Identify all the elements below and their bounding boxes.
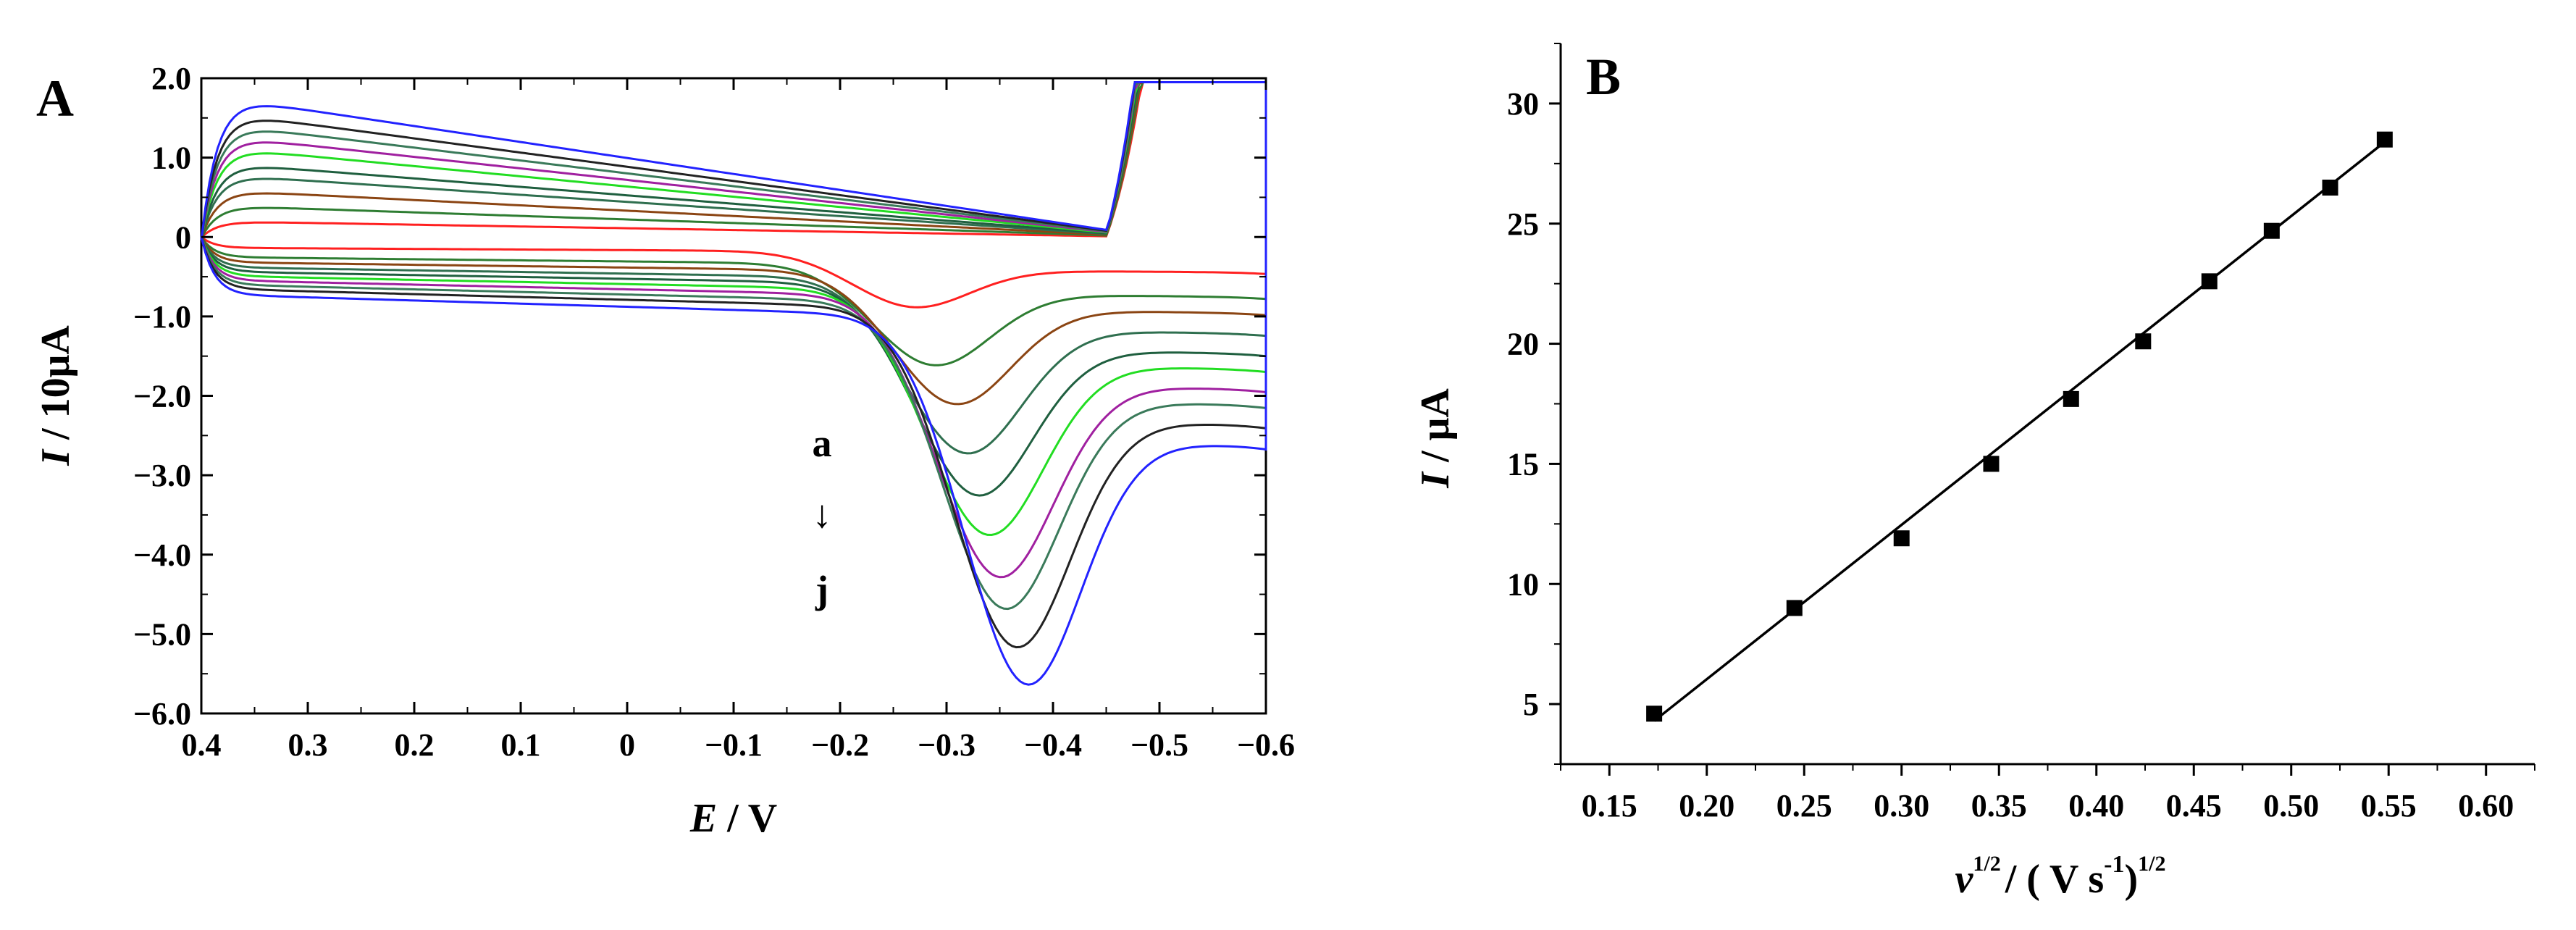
panel-b-y-ticks: 5 10 15 20 25 30 xyxy=(1507,43,1561,765)
annotation-a: a xyxy=(813,422,832,465)
a-x-tick-label: −0.6 xyxy=(1237,727,1295,763)
cv-curve-d xyxy=(200,81,1267,455)
data-point xyxy=(1983,456,2000,472)
b-x-tick-label: 0.40 xyxy=(2068,788,2124,824)
panel-b-y-axis-label: I / μA xyxy=(1413,388,1458,489)
data-point xyxy=(1893,530,1910,547)
b-x-tick-label: 0.60 xyxy=(2458,788,2514,824)
panel-b-label: B xyxy=(1586,48,1621,106)
a-x-tick-label: 0.3 xyxy=(288,727,328,763)
data-point xyxy=(1646,705,1663,722)
a-x-tick-label: 0.1 xyxy=(501,727,541,763)
a-x-tick-label: −0.3 xyxy=(918,727,976,763)
a-x-tick-label: 0.4 xyxy=(182,727,222,763)
cv-curve-j xyxy=(200,81,1267,686)
annotation-j: j xyxy=(815,568,828,611)
b-x-tick-label: 0.50 xyxy=(2263,788,2319,824)
a-y-tick-label: −3.0 xyxy=(133,458,191,493)
b-y-tick-label: 20 xyxy=(1507,327,1539,362)
data-point xyxy=(2063,390,2079,407)
data-point xyxy=(2201,273,2218,290)
data-point xyxy=(2135,333,2152,350)
panel-b-fit xyxy=(1653,141,2386,722)
b-x-tick-label: 0.25 xyxy=(1776,788,1832,824)
a-x-tick-label: −0.4 xyxy=(1024,727,1082,763)
a-y-tick-label: −2.0 xyxy=(133,379,191,414)
b-y-tick-label: 15 xyxy=(1507,446,1539,482)
b-x-tick-label: 0.20 xyxy=(1679,788,1734,824)
data-point xyxy=(2376,131,2393,148)
panel-b: B 0.15 0.20 0.25 0.30 0.35 0.40 0.45 0.50 0.55 0.… xyxy=(1413,43,2535,902)
b-x-tick-label: 0.35 xyxy=(1971,788,2027,824)
b-x-tick-label: 0.55 xyxy=(2361,788,2417,824)
fit-line xyxy=(1653,141,2386,722)
panel-a: A 0.4 0.3 0.2 0.1 0 −0.1 −0.2 −0.3 −0.4 −0.5 −0.6 … xyxy=(33,61,1295,841)
panel-a-y-axis-label: I / 10μA xyxy=(33,325,78,466)
panel-b-x-axis-label: v1/2/ ( V s-1)1/2 xyxy=(1955,851,2166,902)
cv-curve-g xyxy=(200,81,1267,579)
data-point xyxy=(2322,180,2338,196)
b-y-tick-label: 30 xyxy=(1507,86,1539,122)
data-point xyxy=(2263,222,2280,239)
a-y-tick-label: 1.0 xyxy=(151,141,191,176)
data-point xyxy=(1786,600,1803,616)
b-y-tick-label: 5 xyxy=(1523,687,1539,722)
panel-a-y-ticks: 2.0 1.0 0 −1.0 −2.0 −3.0 −4.0 −5.0 −6.0 xyxy=(133,61,1266,732)
a-y-tick-label: 2.0 xyxy=(151,61,191,96)
a-x-tick-label: −0.2 xyxy=(811,727,869,763)
cv-curve-i xyxy=(200,81,1267,649)
a-y-tick-label: −5.0 xyxy=(133,616,191,652)
panel-b-points xyxy=(1646,131,2393,722)
a-x-tick-label: 0.2 xyxy=(395,727,435,763)
panel-a-x-ticks: 0.4 0.3 0.2 0.1 0 −0.1 −0.2 −0.3 −0.4 −0.5 −0.6 xyxy=(182,78,1295,763)
b-y-tick-label: 25 xyxy=(1507,206,1539,242)
b-x-tick-label: 0.45 xyxy=(2166,788,2222,824)
a-x-tick-label: −0.1 xyxy=(705,727,763,763)
a-y-tick-label: −4.0 xyxy=(133,537,191,573)
a-y-tick-label: −6.0 xyxy=(133,696,191,732)
panel-a-label: A xyxy=(36,70,74,127)
panel-a-x-axis-label: E / V xyxy=(689,796,777,841)
a-y-tick-label: −1.0 xyxy=(133,299,191,335)
b-x-tick-label: 0.15 xyxy=(1582,788,1637,824)
a-x-tick-label: 0 xyxy=(619,727,635,763)
panel-a-curves xyxy=(200,81,1267,686)
b-y-tick-label: 10 xyxy=(1507,566,1539,602)
panel-b-x-ticks: 0.15 0.20 0.25 0.30 0.35 0.40 0.45 0.50 0.55 0.60 xyxy=(1560,764,2535,824)
annotation-arrow: ↓ xyxy=(813,493,832,536)
b-x-tick-label: 0.30 xyxy=(1874,788,1929,824)
a-x-tick-label: −0.5 xyxy=(1130,727,1188,763)
a-y-tick-label: 0 xyxy=(175,219,191,255)
